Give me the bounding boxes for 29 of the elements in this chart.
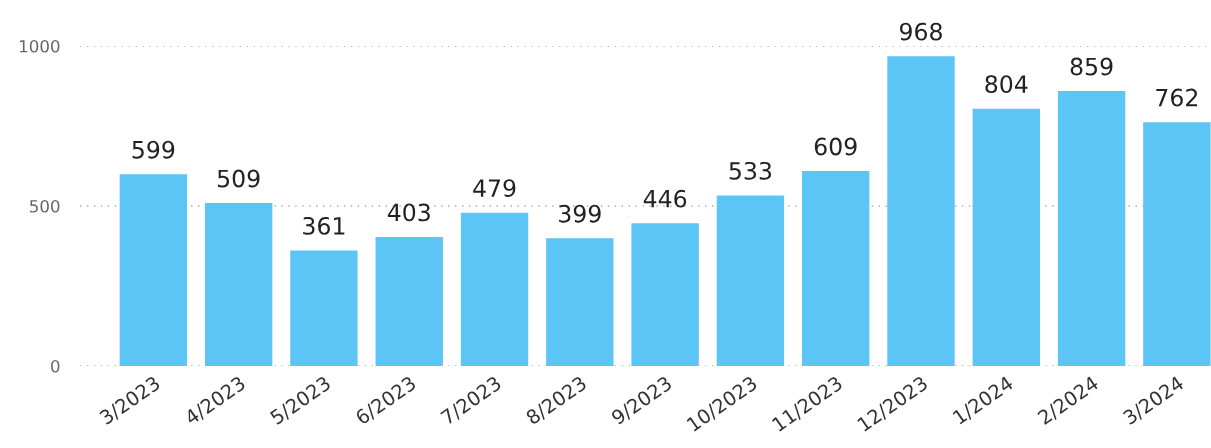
- bar: [972, 108, 1040, 366]
- data-label: 446: [643, 189, 687, 208]
- data-label: 361: [303, 216, 345, 235]
- data-label: 403: [387, 203, 430, 222]
- data-label: 762: [1156, 88, 1198, 107]
- y-tick-label: 500: [30, 199, 60, 213]
- bar: [290, 250, 358, 366]
- data-label: 859: [1070, 57, 1113, 76]
- data-label: 609: [814, 137, 857, 156]
- bar: [887, 56, 955, 366]
- bar: [1057, 91, 1126, 366]
- data-label: 479: [473, 179, 516, 198]
- data-label: 533: [729, 161, 772, 180]
- data-label: 804: [985, 75, 1028, 94]
- data-label: 399: [559, 204, 601, 223]
- data-label: 509: [217, 169, 260, 188]
- data-label: 968: [899, 22, 942, 41]
- bar: [1143, 122, 1211, 366]
- bar: [119, 174, 188, 366]
- bar: [546, 238, 614, 366]
- bar: [802, 171, 870, 366]
- y-tick-label: 0: [51, 359, 60, 373]
- bar: [631, 223, 699, 366]
- bar: [716, 195, 785, 366]
- bar: [204, 203, 273, 366]
- data-label: 599: [132, 140, 175, 159]
- y-tick-label: 1000: [19, 39, 60, 53]
- bar: [375, 237, 443, 366]
- bar: [460, 212, 529, 366]
